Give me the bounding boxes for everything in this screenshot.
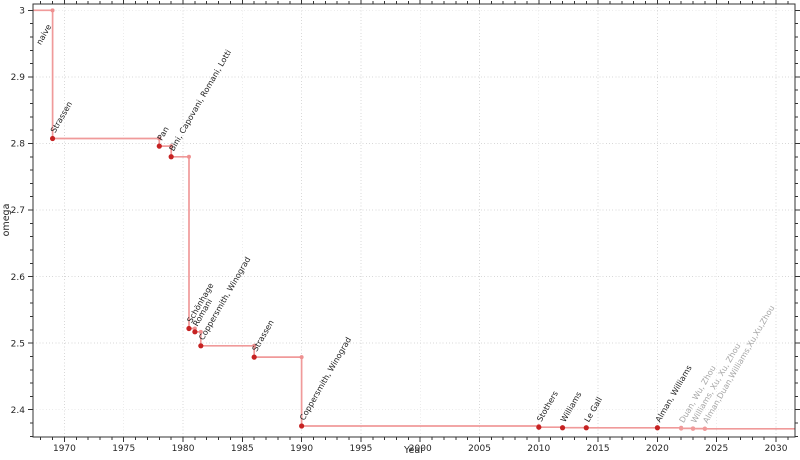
y-tick-label: 2.4 (11, 406, 26, 416)
x-tick-label: 2010 (527, 444, 550, 454)
point-label: Coppersmith, Winograd (298, 336, 353, 422)
x-tick-label: 1975 (112, 444, 135, 454)
data-point-marker (654, 425, 661, 431)
y-tick-label: 2.6 (11, 273, 26, 283)
y-tick-label: 2.9 (11, 73, 26, 83)
step-corner-marker (157, 136, 162, 141)
y-tick-label: 2.5 (11, 339, 25, 349)
point-label: Le Gall (583, 396, 604, 424)
plot-border (32, 3, 796, 438)
x-axis-label: Year (403, 445, 424, 456)
y-axis-label: omega (1, 204, 12, 237)
point-label: naive (35, 23, 54, 46)
x-tick-label: 2005 (468, 444, 491, 454)
point-label: Pan (156, 125, 171, 142)
x-tick-label: 2030 (765, 444, 788, 454)
data-point-marker (49, 135, 56, 142)
data-point-marker (192, 329, 198, 335)
point-label: Williams (559, 390, 584, 424)
x-tick-label: 2025 (705, 444, 728, 454)
step-corner-marker (169, 144, 174, 149)
x-tick-label: 2015 (587, 444, 610, 454)
y-tick-label: 3 (19, 7, 25, 17)
y-tick-label: 2.8 (11, 140, 26, 150)
x-tick-label: 1970 (53, 444, 76, 454)
omega-step-line (33, 9, 795, 430)
x-tick-label: 1980 (172, 444, 195, 454)
data-point-marker (186, 325, 192, 332)
x-tick-label: 2020 (646, 444, 669, 454)
point-label: Alman,Duan,Williams,Xu,Xu,Zhou (701, 304, 776, 425)
data-point-marker (299, 423, 305, 429)
data-point-marker (251, 354, 257, 360)
step-corner-marker (252, 343, 257, 348)
x-tick-label: 1990 (290, 444, 313, 454)
x-tick-label: 2000 (409, 444, 432, 454)
provisional-point-marker (690, 426, 696, 431)
data-point-marker (559, 425, 566, 431)
data-point-marker (583, 425, 589, 431)
step-corner-marker (299, 355, 304, 360)
y-tick-label: 2.7 (11, 206, 25, 216)
x-tick-label: 1985 (231, 444, 254, 454)
step-corner-marker (198, 329, 203, 334)
data-point-marker (156, 143, 162, 149)
point-label: Strassen (251, 319, 276, 354)
point-label: Bini, Capovani, Romani, Lotti (168, 48, 234, 152)
step-corner-marker (50, 8, 55, 13)
x-tick-label: 1995 (349, 444, 372, 454)
step-corner-marker (186, 154, 191, 159)
provisional-point-marker (702, 426, 708, 431)
data-point-marker (168, 154, 174, 160)
data-point-marker (536, 424, 542, 430)
provisional-point-marker (678, 426, 684, 431)
data-point-marker (198, 343, 204, 349)
